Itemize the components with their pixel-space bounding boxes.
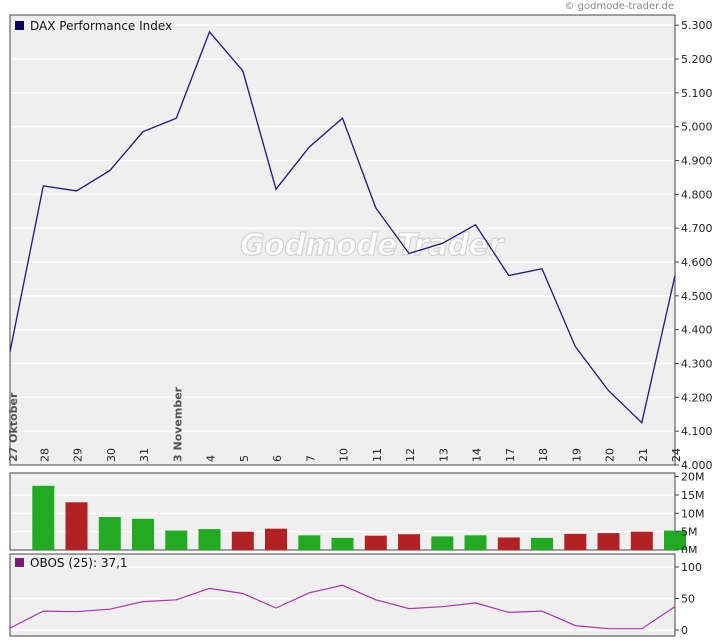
obos-panel: 0 50 100 OBOS (25): 37,1 [0,553,720,644]
volume-tick-label: 20M [681,471,705,484]
credit-text: © godmode-trader.de [564,1,675,12]
price-tick-label: 4.300 [681,357,713,370]
volume-bar [165,530,188,550]
date-tick-label: 10 [338,448,351,462]
date-tick-label: 17 [504,448,517,462]
obos-legend-label: OBOS (25): 37,1 [30,556,128,570]
date-tick-label: 6 [271,455,284,462]
volume-bar [564,533,587,550]
volume-plot-frame [9,472,676,551]
obos-tick-label: 0 [681,624,688,637]
date-tick-label: 19 [570,448,583,462]
obos-line-group [9,584,676,630]
volume-bar [231,531,254,550]
volume-bars [32,485,686,550]
date-tick-label: 3 November [171,386,184,462]
volume-bar [98,517,121,550]
date-tick-label: 18 [537,448,550,462]
watermark-text: GodmodeTrader [240,228,505,263]
price-tick-label: 5.200 [681,53,713,66]
obos-tick-label: 50 [681,593,695,606]
price-chart: GodmodeTrader 4.0004.1004.2004.3004.4004… [7,14,713,470]
price-tick-label: 4.000 [681,459,713,470]
volume-chart: 0M 5M 10M 15M 20M [9,471,705,553]
date-tick-label: 31 [138,448,151,462]
date-tick-label: 24 [670,448,683,462]
date-tick-label: 12 [404,448,417,462]
volume-panel: 0M 5M 10M 15M 20M [0,470,720,553]
price-tick-label: 4.900 [681,154,713,167]
obos-series-line [9,584,676,630]
price-tick-label: 4.100 [681,425,713,438]
date-axis: 27 Oktober 28 29 30 31 3 November 4 5 6 7 10 11 12 13… [7,386,683,462]
date-tick-label: 21 [637,448,650,462]
volume-bar [431,536,454,550]
volume-y-axis: 0M 5M 10M 15M 20M [675,471,705,553]
price-tick-label: 4.600 [681,256,713,269]
price-line-group [9,30,676,424]
date-tick-label: 7 [304,455,317,462]
volume-tick-label: 15M [681,489,705,502]
volume-bar [265,528,287,550]
volume-bar [132,518,154,550]
price-legend-label: DAX Performance Index [30,19,172,33]
price-tick-label: 4.800 [681,188,713,201]
volume-bar [32,485,55,550]
price-tick-label: 5.000 [681,121,713,134]
obos-tick-label: 100 [681,561,702,574]
volume-bar [531,537,553,550]
volume-grid [11,475,674,533]
price-grid [11,24,674,432]
date-tick-label: 5 [238,455,251,462]
volume-bar [198,529,221,550]
volume-bar [464,535,487,550]
price-plot-frame [9,14,676,466]
volume-bar [65,502,88,550]
price-tick-label: 4.700 [681,222,713,235]
price-tick-label: 4.500 [681,290,713,303]
date-tick-label: 28 [38,448,51,462]
date-tick-label: 27 Oktober [7,392,20,462]
volume-bar [664,530,686,550]
date-tick-label: 11 [371,448,384,462]
volume-tick-label: 5M [681,526,698,539]
price-chart-panel: GodmodeTrader 4.000 4.100 4.200 4.300 4.400 4… [7,14,713,470]
obos-grid [11,566,674,631]
obos-y-axis: 0 50 100 [675,561,702,637]
date-tick-label: 29 [72,448,85,462]
volume-bar [398,534,420,550]
volume-bar [331,537,354,550]
price-y-axis: 4.000 4.100 4.200 4.300 4.400 4.500 4.600 4.700… [675,19,713,470]
date-tick-label: 4 [205,455,218,462]
volume-bar [597,533,620,550]
volume-tick-label: 0M [681,544,698,553]
date-tick-label: 20 [604,448,617,462]
volume-bar [364,535,387,550]
date-tick-label: 30 [105,448,118,462]
obos-legend-swatch [15,558,24,567]
volume-bar [630,531,653,550]
price-tick-label: 5.300 [681,19,713,32]
price-legend-swatch [15,21,24,30]
price-series-line [9,30,676,424]
price-tick-label: 4.400 [681,324,713,337]
obos-chart: 0 50 100 OBOS (25): 37,1 [9,553,702,637]
volume-tick-label: 10M [681,507,705,520]
date-tick-label: 14 [471,448,484,462]
date-tick-label: 13 [437,448,450,462]
volume-bar [298,535,321,550]
price-tick-label: 4.200 [681,391,713,404]
volume-bar [497,537,520,550]
price-tick-label: 5.100 [681,87,713,100]
